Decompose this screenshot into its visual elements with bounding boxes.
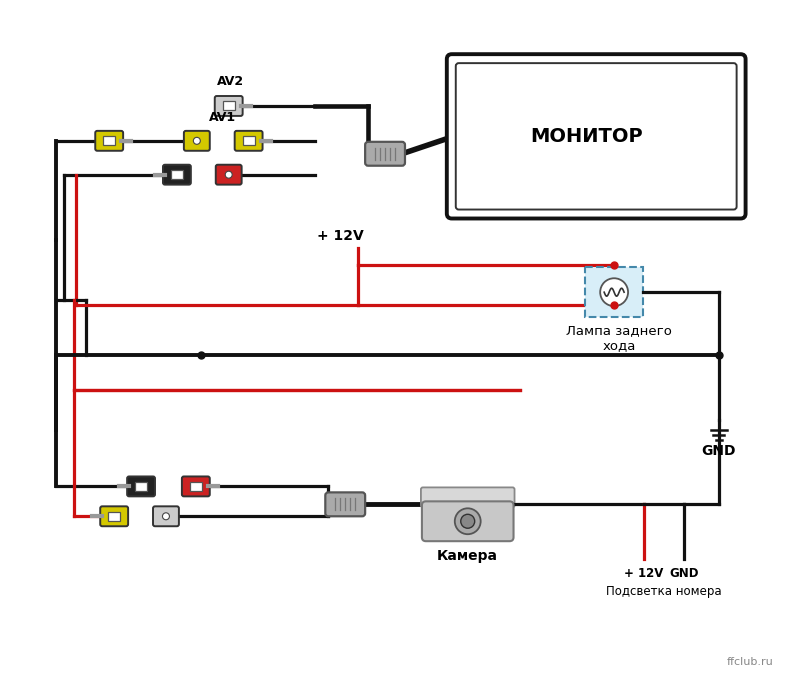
FancyBboxPatch shape [586,267,643,317]
Text: GND: GND [669,567,698,580]
FancyBboxPatch shape [103,136,115,145]
Text: AV2: AV2 [217,75,244,88]
FancyBboxPatch shape [216,165,242,185]
FancyBboxPatch shape [326,492,365,516]
FancyBboxPatch shape [421,488,514,507]
FancyBboxPatch shape [242,136,254,145]
FancyBboxPatch shape [171,170,183,179]
FancyBboxPatch shape [422,501,514,542]
FancyBboxPatch shape [108,512,120,521]
Circle shape [461,514,474,529]
Text: Камера: Камера [438,549,498,563]
Text: ffclub.ru: ffclub.ru [726,657,774,667]
Text: МОНИТОР: МОНИТОР [530,127,642,146]
Circle shape [194,137,200,145]
Circle shape [162,513,170,520]
FancyBboxPatch shape [163,165,191,185]
Text: GND: GND [702,443,736,458]
Text: AV1: AV1 [209,111,236,124]
FancyBboxPatch shape [214,96,242,116]
FancyBboxPatch shape [365,142,405,166]
FancyBboxPatch shape [182,477,210,496]
FancyBboxPatch shape [135,482,147,491]
Circle shape [454,508,481,534]
Text: + 12V: + 12V [624,567,664,580]
FancyBboxPatch shape [100,506,128,527]
FancyBboxPatch shape [127,477,155,496]
FancyBboxPatch shape [184,131,210,151]
FancyBboxPatch shape [456,63,737,209]
Text: Лампа заднего
хода: Лампа заднего хода [566,324,672,352]
Circle shape [226,171,232,178]
FancyBboxPatch shape [234,131,262,151]
Circle shape [600,278,628,306]
Text: + 12V: + 12V [317,229,364,243]
FancyBboxPatch shape [95,131,123,151]
FancyBboxPatch shape [447,54,746,218]
Text: Подсветка номера: Подсветка номера [606,585,722,598]
FancyBboxPatch shape [190,482,202,491]
FancyBboxPatch shape [153,506,179,527]
FancyBboxPatch shape [222,102,234,110]
